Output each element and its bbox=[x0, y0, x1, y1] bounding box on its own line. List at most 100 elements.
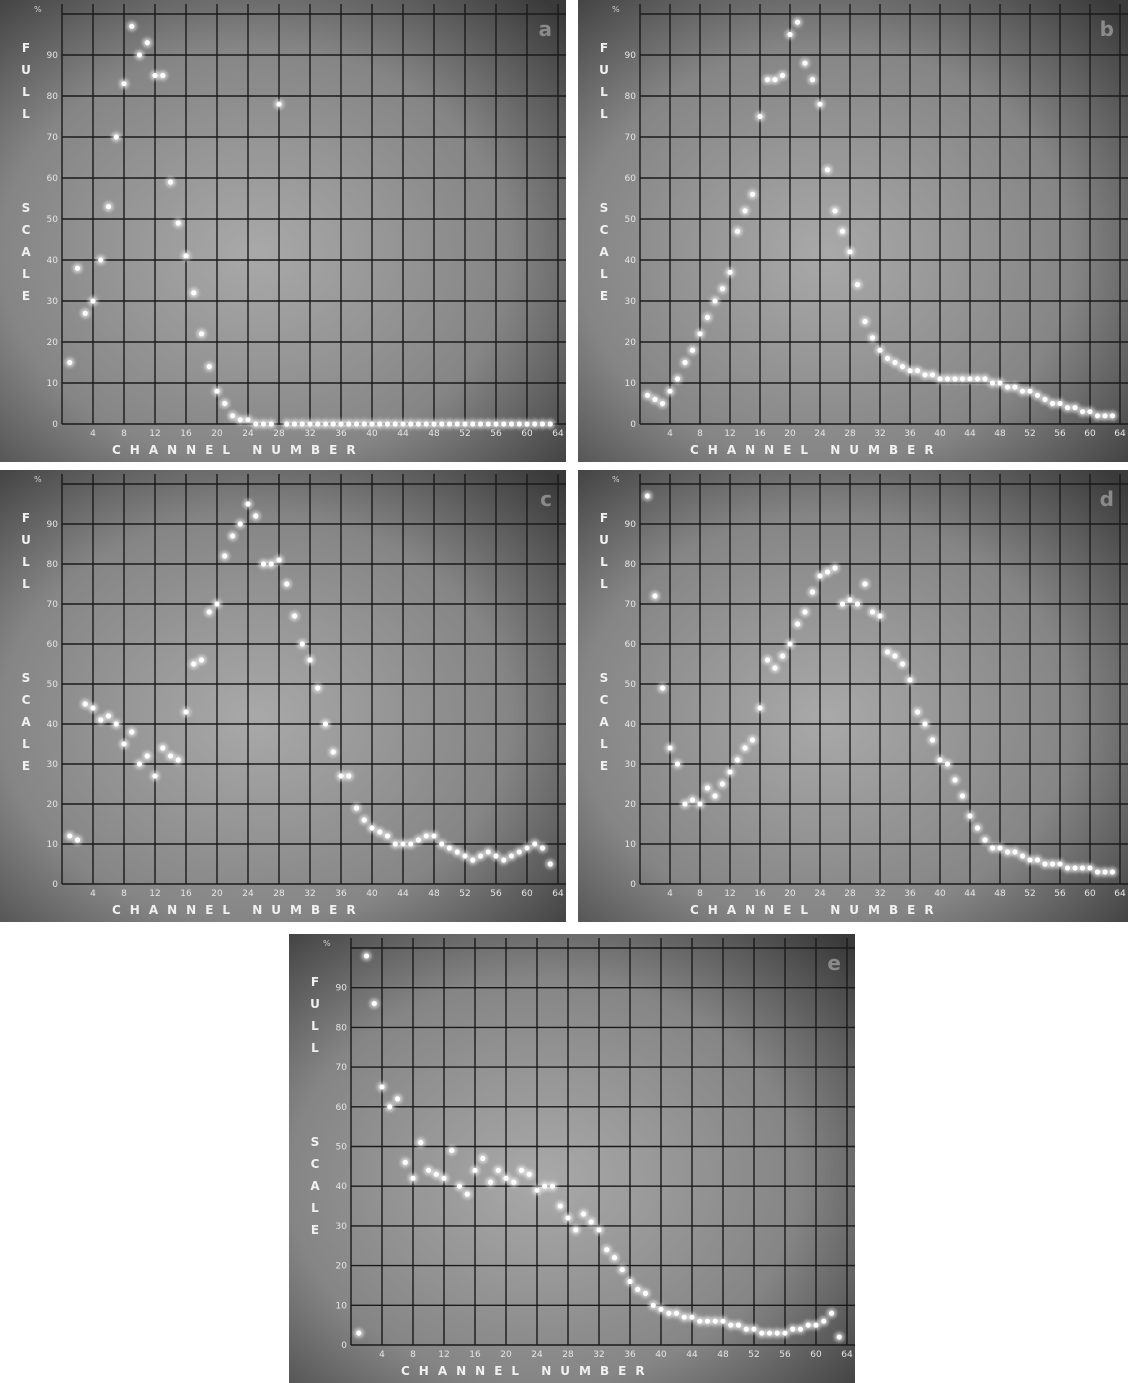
data-point bbox=[330, 749, 336, 755]
y-axis-letter: L bbox=[22, 107, 30, 121]
data-point bbox=[907, 368, 913, 374]
data-point bbox=[454, 421, 460, 427]
data-point bbox=[67, 833, 73, 839]
data-point bbox=[794, 19, 801, 25]
data-point bbox=[222, 553, 228, 559]
data-point bbox=[937, 757, 943, 763]
y-tick-label: 20 bbox=[47, 338, 59, 348]
data-point bbox=[742, 745, 748, 751]
data-point bbox=[997, 845, 1003, 851]
data-point bbox=[144, 40, 150, 46]
data-point bbox=[719, 781, 726, 787]
data-points bbox=[64, 499, 556, 869]
data-point bbox=[809, 589, 816, 595]
data-point bbox=[787, 31, 793, 38]
y-tick-label: 10 bbox=[47, 379, 59, 389]
data-point bbox=[952, 376, 958, 382]
chart-panel-b: 4 8 12 16 20 24 28 32 36 40 44 48 52 56 60 64 0 10 20 30 40 5… bbox=[578, 0, 1128, 462]
data-point bbox=[877, 347, 883, 353]
x-tick-label: 20 bbox=[211, 889, 223, 899]
data-point bbox=[113, 721, 119, 727]
y-axis-letter: E bbox=[600, 759, 608, 773]
data-point bbox=[121, 741, 127, 747]
data-point bbox=[136, 761, 143, 767]
data-point bbox=[764, 77, 771, 83]
y-axis-letter: S bbox=[600, 201, 609, 215]
data-point bbox=[1027, 388, 1033, 394]
x-tick-label: 44 bbox=[397, 889, 409, 899]
data-point bbox=[307, 421, 313, 427]
y-tick-label: 70 bbox=[47, 133, 59, 143]
data-point bbox=[268, 561, 274, 567]
x-tick-label: 12 bbox=[724, 429, 735, 439]
data-point bbox=[884, 649, 891, 655]
data-point bbox=[704, 1318, 711, 1324]
data-point bbox=[832, 208, 838, 214]
data-point bbox=[1079, 865, 1086, 871]
data-point bbox=[369, 421, 375, 427]
data-point bbox=[704, 314, 711, 320]
x-tick-label: 28 bbox=[273, 889, 285, 899]
y-axis-letter: S bbox=[600, 671, 609, 685]
y-tick-label: 50 bbox=[47, 215, 59, 225]
data-point bbox=[1049, 400, 1056, 407]
x-tick-label: 36 bbox=[335, 429, 347, 439]
data-point bbox=[501, 857, 507, 863]
data-point bbox=[697, 331, 703, 337]
data-point bbox=[1034, 392, 1041, 398]
data-point bbox=[198, 657, 205, 663]
data-point bbox=[805, 1322, 811, 1328]
data-point bbox=[794, 621, 801, 627]
x-tick-label: 12 bbox=[149, 889, 160, 899]
x-tick-label: 8 bbox=[121, 429, 127, 439]
data-point bbox=[652, 396, 658, 402]
data-point bbox=[549, 1183, 556, 1189]
data-point bbox=[982, 376, 988, 382]
data-point bbox=[832, 565, 838, 571]
data-point bbox=[144, 753, 150, 759]
data-point bbox=[330, 421, 336, 427]
chart-svg: 4 8 12 16 20 24 28 32 36 40 44 48 52 56 60 640102030405… bbox=[0, 0, 566, 462]
data-point bbox=[136, 52, 143, 58]
data-point bbox=[222, 400, 228, 407]
y-tick-label: 70 bbox=[47, 600, 59, 610]
x-tick-label: 24 bbox=[814, 889, 826, 899]
data-point bbox=[734, 757, 741, 763]
data-point bbox=[1012, 849, 1018, 855]
data-point bbox=[477, 421, 484, 427]
y-tick-label: 90 bbox=[47, 520, 59, 530]
x-tick-label: 16 bbox=[180, 889, 192, 899]
x-tick-label: 32 bbox=[874, 889, 885, 899]
y-tick-label: 90 bbox=[625, 51, 637, 61]
y-tick-label: 80 bbox=[336, 1023, 348, 1033]
y-axis-letter: S bbox=[22, 201, 31, 215]
chart-svg: 4 8 12 16 20 24 28 32 36 40 44 48 52 56 60 640102030405… bbox=[578, 470, 1128, 922]
panel-label: d bbox=[1100, 487, 1114, 511]
data-point bbox=[588, 1219, 594, 1225]
data-point bbox=[635, 1286, 641, 1293]
data-point bbox=[229, 413, 236, 419]
y-tick-label: 70 bbox=[625, 133, 637, 143]
data-point bbox=[206, 609, 212, 615]
data-point bbox=[431, 421, 437, 427]
data-point bbox=[847, 249, 853, 255]
data-point bbox=[1057, 400, 1063, 407]
y-axis-letter: F bbox=[311, 975, 319, 989]
data-point bbox=[532, 421, 538, 427]
x-tick-label: 20 bbox=[784, 889, 796, 899]
photo-background bbox=[578, 470, 1128, 922]
x-tick-label: 32 bbox=[874, 429, 885, 439]
x-tick-label: 32 bbox=[593, 1350, 604, 1360]
data-point bbox=[152, 72, 158, 79]
y-tick-label: 40 bbox=[625, 256, 637, 266]
data-point bbox=[542, 1183, 548, 1189]
data-point bbox=[90, 705, 96, 711]
data-point bbox=[129, 729, 135, 735]
data-point bbox=[877, 613, 883, 619]
data-point bbox=[727, 269, 733, 275]
x-tick-label: 64 bbox=[552, 429, 564, 439]
chart-svg: 4 8 12 16 20 24 28 32 36 40 44 48 52 56 60 640102030405… bbox=[0, 470, 566, 922]
data-point bbox=[539, 421, 546, 427]
data-point bbox=[322, 721, 329, 727]
data-point bbox=[353, 805, 360, 811]
